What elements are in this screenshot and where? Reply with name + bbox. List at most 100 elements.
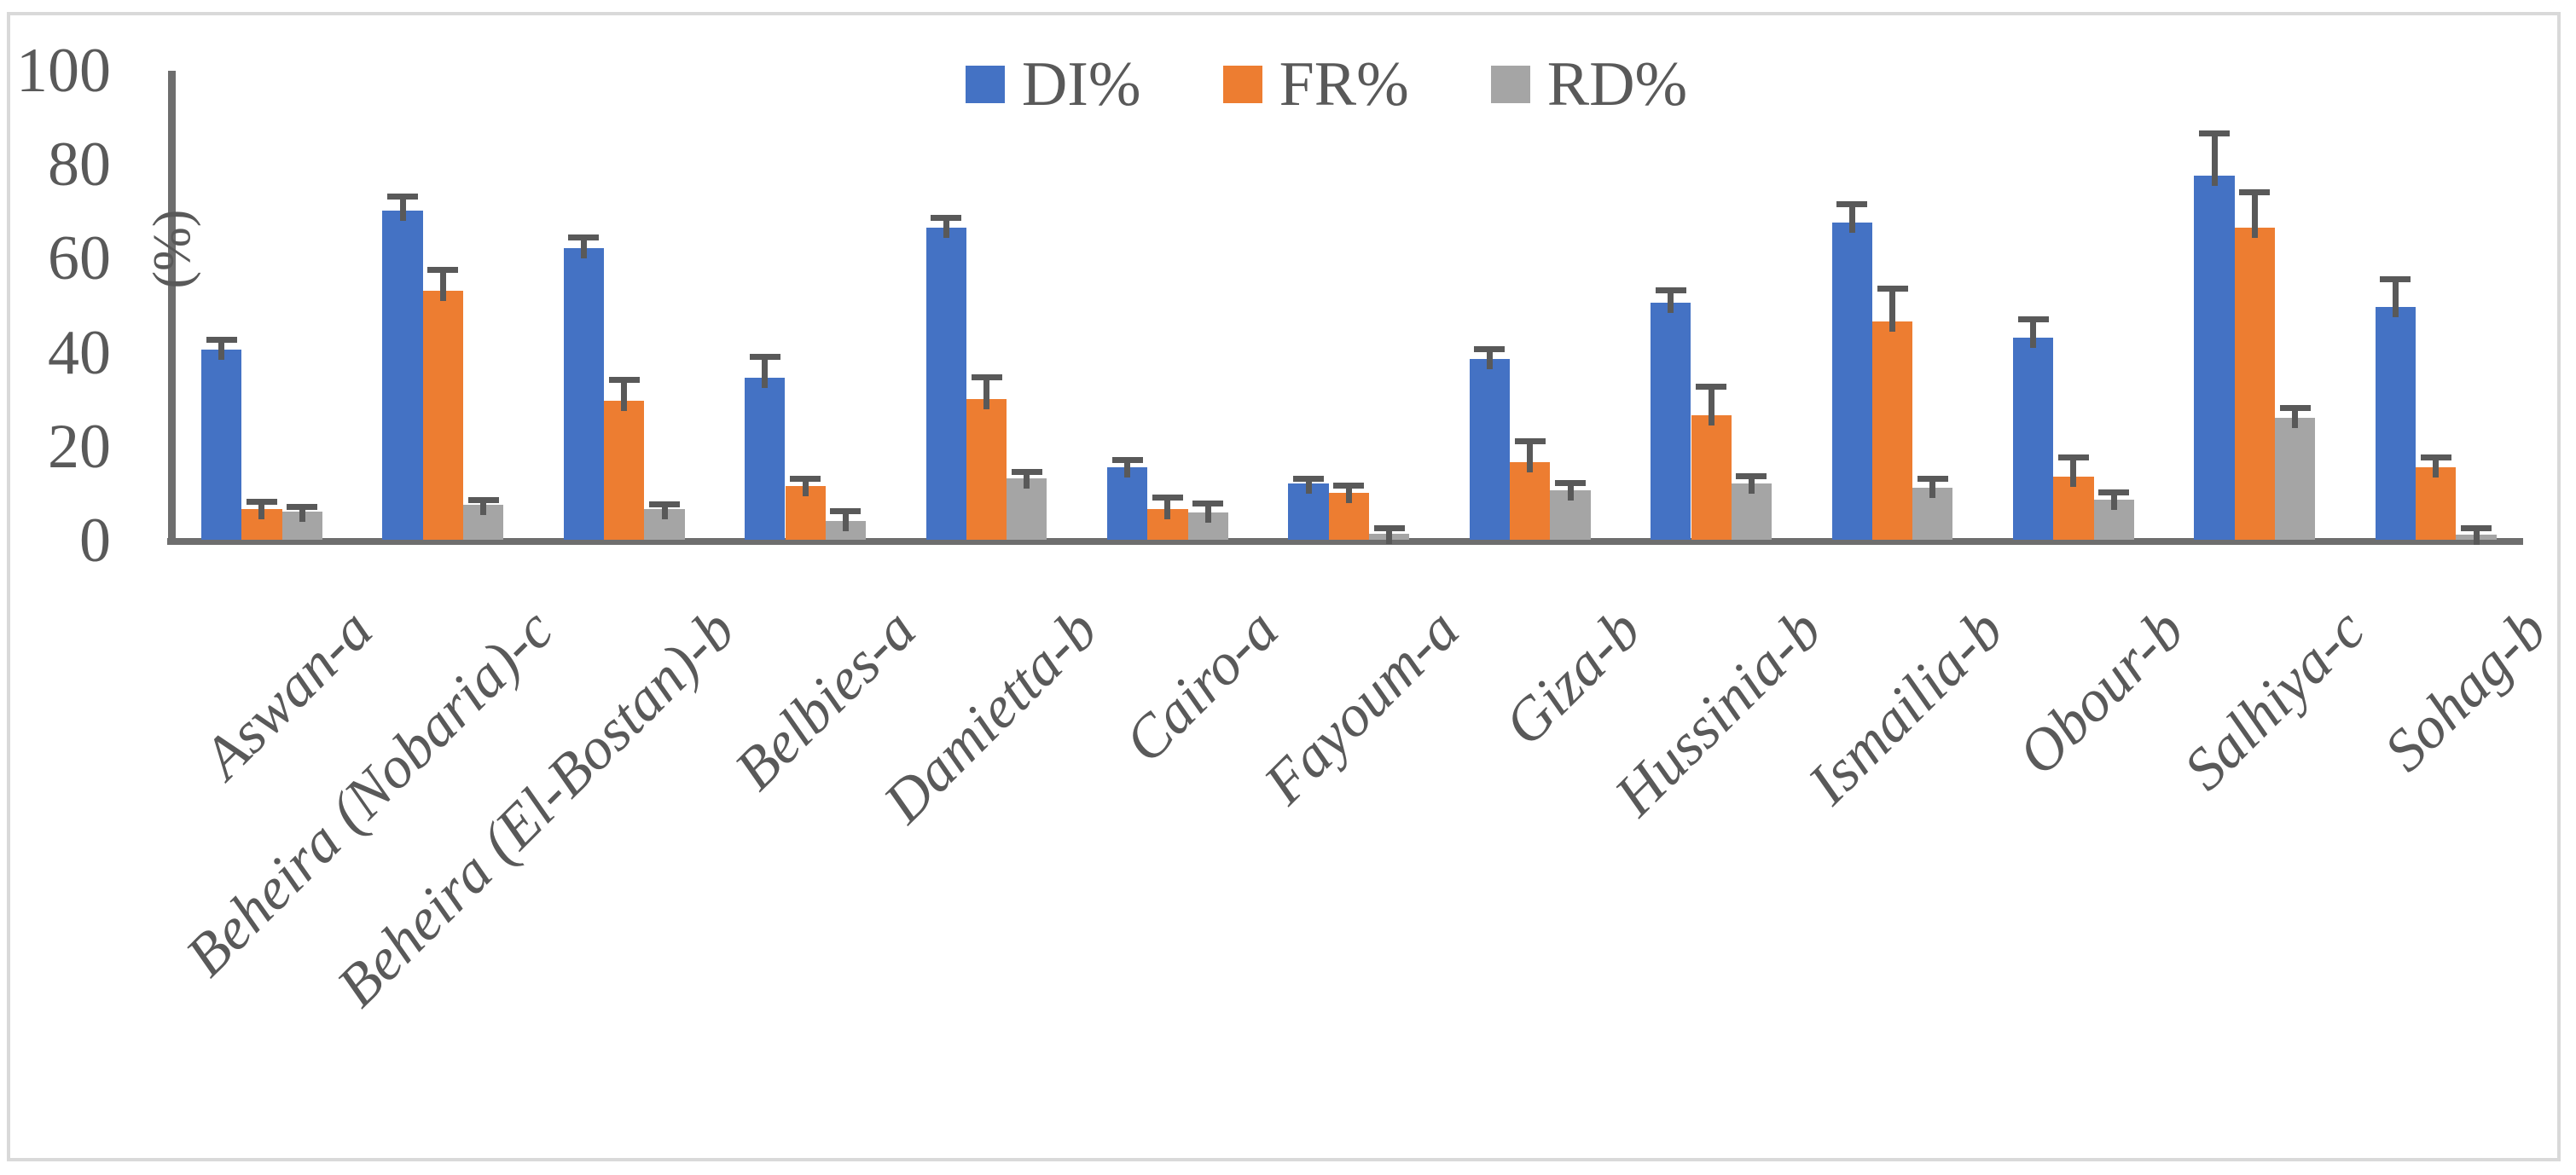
error-bar-cap bbox=[1152, 494, 1183, 501]
error-bar-cap bbox=[568, 234, 600, 241]
error-bar-stem bbox=[1124, 460, 1131, 478]
bar-di bbox=[2013, 338, 2054, 540]
legend-item-fr: FR% bbox=[1222, 49, 1409, 119]
bar-fr bbox=[2416, 466, 2457, 540]
error-bar-cap bbox=[2279, 405, 2311, 412]
bar-fr bbox=[422, 290, 463, 540]
error-bar-cap bbox=[1474, 346, 1506, 353]
error-bar-stem bbox=[580, 237, 587, 259]
bar-fr bbox=[2053, 476, 2094, 540]
error-bar-cap bbox=[427, 266, 459, 273]
x-category-label: Salhiya-c bbox=[2172, 597, 2378, 803]
legend-label: RD% bbox=[1546, 49, 1688, 119]
error-bar-stem bbox=[621, 379, 628, 412]
y-tick-label: 0 bbox=[79, 506, 111, 576]
legend-swatch-icon bbox=[965, 66, 1005, 103]
error-bar-cap bbox=[2098, 489, 2130, 496]
error-bar-stem bbox=[1929, 478, 1936, 499]
error-bar-cap bbox=[2199, 130, 2231, 136]
x-category-label: Fayoum-a bbox=[1251, 597, 1472, 817]
error-bar-stem bbox=[762, 356, 769, 388]
error-bar-stem bbox=[2030, 319, 2037, 349]
error-bar-cap bbox=[1655, 287, 1686, 294]
error-bar-stem bbox=[1204, 503, 1211, 524]
error-bar-stem bbox=[2433, 457, 2440, 478]
error-bar-stem bbox=[480, 500, 487, 515]
x-category-label: Cairo-a bbox=[1112, 597, 1291, 776]
error-bar-stem bbox=[1345, 485, 1352, 503]
error-bar-stem bbox=[1848, 204, 1855, 234]
legend-label: FR% bbox=[1279, 49, 1409, 119]
error-bar-stem bbox=[943, 217, 949, 238]
error-bar-cap bbox=[206, 337, 237, 344]
error-bar-stem bbox=[218, 339, 225, 360]
error-bar-cap bbox=[1373, 525, 1405, 532]
x-category-label: Sohag-b bbox=[2371, 597, 2560, 784]
x-category-label: Giza-b bbox=[1492, 597, 1654, 759]
bar-fr bbox=[2234, 227, 2275, 540]
y-tick-label: 80 bbox=[48, 130, 111, 200]
bar-di bbox=[745, 377, 786, 540]
error-bar-stem bbox=[1024, 472, 1030, 489]
bar-di bbox=[1651, 302, 1691, 540]
error-bar-cap bbox=[1514, 437, 1546, 444]
error-bar-cap bbox=[2380, 275, 2411, 282]
x-axis-line bbox=[167, 538, 2523, 545]
error-bar-stem bbox=[983, 377, 990, 409]
bar-di bbox=[925, 227, 966, 540]
bar-di bbox=[2194, 175, 2235, 540]
error-bar-stem bbox=[2070, 457, 2077, 487]
y-tick-label: 40 bbox=[48, 317, 111, 388]
error-bar-stem bbox=[1386, 528, 1393, 545]
error-bar-cap bbox=[2057, 454, 2089, 461]
y-tick-label: 60 bbox=[48, 223, 111, 294]
error-bar-cap bbox=[830, 508, 862, 515]
bar-fr bbox=[1691, 414, 1732, 540]
legend-label: DI% bbox=[1021, 49, 1141, 119]
error-bar-cap bbox=[1836, 200, 1868, 207]
error-bar-stem bbox=[299, 506, 305, 522]
bar-fr bbox=[604, 401, 645, 540]
bar-di bbox=[1107, 466, 1148, 540]
error-bar-stem bbox=[1889, 288, 1896, 332]
error-bar-stem bbox=[1668, 290, 1674, 313]
error-bar-stem bbox=[1748, 476, 1755, 494]
legend-item-rd: RD% bbox=[1490, 49, 1688, 119]
error-bar-cap bbox=[1555, 480, 1587, 487]
legend: DI% FR% RD% bbox=[38, 53, 2576, 116]
error-bar-stem bbox=[1486, 349, 1493, 369]
error-bar-cap bbox=[608, 377, 640, 384]
bar-di bbox=[201, 349, 242, 540]
error-bar-cap bbox=[2017, 315, 2049, 322]
error-bar-stem bbox=[2392, 279, 2399, 318]
error-bar-cap bbox=[1736, 473, 1767, 480]
y-axis-title: (%) bbox=[143, 209, 201, 289]
y-axis-line bbox=[168, 71, 176, 545]
error-bar-stem bbox=[2473, 528, 2480, 546]
error-bar-stem bbox=[1164, 497, 1171, 520]
x-category-label: Obour-b bbox=[2005, 597, 2197, 788]
error-bar-cap bbox=[1192, 500, 1224, 506]
bar-di bbox=[563, 248, 605, 540]
error-bar-stem bbox=[1708, 386, 1714, 425]
error-bar-cap bbox=[749, 353, 780, 360]
error-bar-cap bbox=[971, 374, 1002, 381]
error-bar-cap bbox=[2239, 188, 2271, 195]
error-bar-stem bbox=[2110, 492, 2117, 511]
error-bar-cap bbox=[2420, 454, 2451, 461]
bar-di bbox=[1469, 358, 1511, 540]
bar-fr bbox=[966, 398, 1007, 540]
error-bar-cap bbox=[1877, 285, 1908, 292]
bar-di bbox=[2375, 307, 2416, 540]
error-bar-cap bbox=[1917, 475, 1948, 482]
error-bar-stem bbox=[1567, 483, 1574, 501]
bar-rd bbox=[2275, 417, 2316, 540]
error-bar-stem bbox=[802, 478, 809, 496]
error-bar-cap bbox=[649, 501, 681, 508]
error-bar-stem bbox=[439, 269, 446, 301]
error-bar-cap bbox=[246, 499, 277, 506]
bar-di bbox=[1831, 223, 1872, 540]
bar-fr bbox=[1510, 462, 1551, 540]
error-bar-stem bbox=[258, 501, 265, 520]
